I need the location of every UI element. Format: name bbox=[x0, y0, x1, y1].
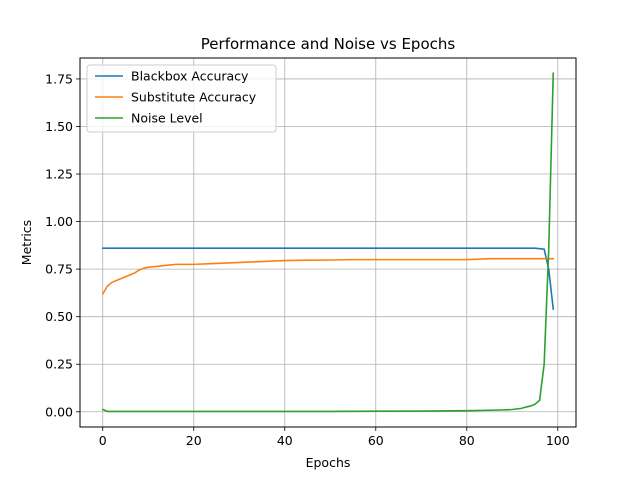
plot-frame bbox=[79, 57, 577, 428]
legend-label: Noise Level bbox=[131, 111, 203, 126]
series-line bbox=[101, 257, 555, 295]
legend-label: Blackbox Accuracy bbox=[131, 69, 249, 84]
series-line bbox=[101, 72, 555, 413]
x-tick-label: 60 bbox=[368, 433, 384, 448]
chart-title: Performance and Noise vs Epochs bbox=[201, 35, 456, 53]
x-tick-label: 80 bbox=[459, 433, 475, 448]
y-tick-label: 0.50 bbox=[45, 309, 73, 324]
y-tick-label: 1.25 bbox=[45, 167, 73, 182]
x-tick-label: 20 bbox=[186, 433, 202, 448]
y-tick-label: 1.50 bbox=[45, 119, 73, 134]
legend: Blackbox Accuracy Substitute Accuracy Nois… bbox=[86, 64, 277, 133]
y-tick-label: 0.75 bbox=[45, 262, 73, 277]
y-tick-label: 1.75 bbox=[45, 71, 73, 86]
legend-box bbox=[86, 64, 277, 133]
y-tick-label: 0.00 bbox=[45, 404, 73, 419]
x-axis-label: Epochs bbox=[306, 455, 351, 470]
legend-label: Substitute Accuracy bbox=[131, 90, 257, 105]
series-line bbox=[101, 247, 555, 310]
y-tick-label: 1.00 bbox=[45, 214, 73, 229]
x-tick-label: 40 bbox=[277, 433, 293, 448]
x-tick-label: 100 bbox=[546, 433, 570, 448]
y-axis-label: Metrics bbox=[19, 220, 34, 265]
axis-ticks: 0 20 40 60 80 100 0.00 0.25 0.50 0.75 1.00 1.25 1.50… bbox=[45, 71, 570, 448]
grid bbox=[80, 58, 576, 427]
x-tick-label: 0 bbox=[99, 433, 107, 448]
series-lines bbox=[101, 72, 555, 413]
y-tick-label: 0.25 bbox=[45, 357, 73, 372]
